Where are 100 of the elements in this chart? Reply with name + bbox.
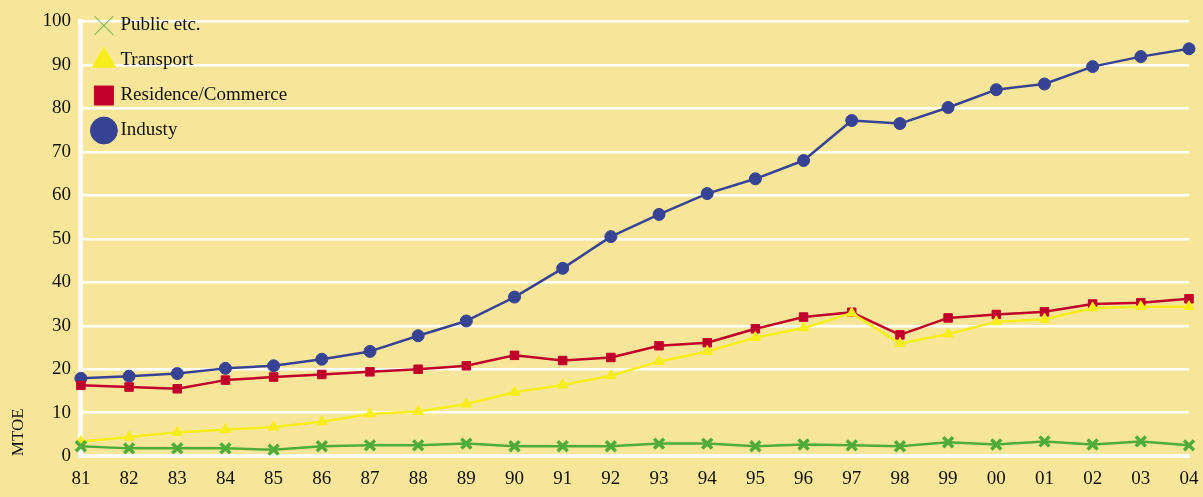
y-tick-label: 40: [51, 270, 71, 292]
point: [1086, 60, 1100, 74]
x-tick-label: 93: [649, 466, 669, 488]
x-tick-label: 92: [601, 466, 621, 488]
x-tick-label: 99: [938, 466, 958, 488]
point: [941, 100, 955, 114]
point: [895, 330, 905, 340]
point: [172, 384, 182, 394]
point: [411, 329, 425, 343]
x-tick-label: 01: [1034, 466, 1054, 488]
point: [750, 324, 761, 334]
point: [1182, 438, 1196, 453]
point: [317, 369, 327, 380]
x-tick-label: 03: [1131, 466, 1151, 488]
point: [1037, 77, 1051, 91]
x-tick-label: 00: [986, 466, 1006, 488]
point: [1183, 300, 1195, 311]
point: [460, 397, 473, 408]
point: [170, 441, 184, 456]
point: [702, 337, 712, 348]
point: [652, 207, 666, 221]
point: [411, 438, 425, 453]
point: [604, 230, 618, 244]
point: [509, 350, 520, 361]
x-tick-label: 87: [360, 466, 380, 488]
point: [124, 382, 134, 392]
point: [220, 375, 231, 385]
x-tick-label: 86: [312, 466, 332, 488]
point: [316, 415, 328, 426]
x-tick-label: 82: [119, 466, 139, 488]
y-tick-label: 10: [51, 400, 71, 422]
x-tick-label: 88: [408, 466, 428, 488]
point: [267, 359, 281, 373]
point: [219, 423, 232, 434]
point: [365, 367, 375, 377]
x-tick-label: 83: [167, 466, 187, 488]
point: [700, 187, 714, 201]
point: [555, 439, 570, 453]
point: [942, 327, 954, 338]
point: [364, 407, 376, 418]
point: [76, 380, 86, 391]
point: [700, 436, 714, 451]
point: [1134, 434, 1148, 449]
point: [893, 439, 907, 453]
y-tick-label: 80: [51, 96, 71, 118]
point: [701, 344, 713, 355]
y-axis-title: MTOE: [7, 408, 27, 457]
legend-label: Residence/Commerce: [120, 83, 288, 105]
point: [556, 261, 570, 275]
point: [990, 315, 1002, 326]
point: [122, 369, 136, 383]
x-tick-label: 91: [553, 466, 573, 488]
x-tick-label: 97: [842, 466, 862, 488]
point: [798, 312, 809, 322]
point: [413, 364, 423, 374]
point: [845, 114, 859, 128]
point: [845, 438, 859, 453]
point: [170, 367, 184, 381]
x-tick-label: 96: [794, 466, 814, 488]
point: [122, 441, 136, 456]
x-tick-label: 98: [890, 466, 910, 488]
x-tick-label: 85: [264, 466, 284, 488]
x-tick-label: 89: [456, 466, 476, 488]
point: [218, 361, 232, 375]
point: [508, 385, 521, 396]
point: [267, 420, 280, 431]
y-tick-label: 100: [42, 9, 71, 31]
x-tick-label: 04: [1179, 466, 1199, 488]
point: [797, 321, 810, 332]
point: [653, 354, 665, 365]
point: [605, 369, 617, 380]
legend-label: Public etc.: [120, 13, 201, 35]
point: [941, 435, 955, 449]
x-tick-label: 94: [697, 466, 718, 488]
point: [989, 83, 1003, 97]
y-tick-label: 70: [51, 139, 71, 161]
point: [266, 442, 281, 457]
point: [797, 154, 811, 168]
point: [508, 290, 521, 304]
legend-label: Transport: [120, 48, 195, 70]
point: [1134, 50, 1148, 64]
point: [1085, 437, 1100, 452]
point: [748, 172, 762, 186]
point: [749, 331, 762, 341]
y-tick-label: 90: [51, 52, 71, 74]
point: [461, 361, 472, 371]
x-tick-label: 95: [745, 466, 765, 488]
point: [989, 437, 1003, 452]
point: [123, 430, 135, 441]
point: [171, 425, 183, 436]
point: [218, 441, 233, 456]
point: [604, 439, 618, 453]
y-tick-label: 0: [61, 444, 71, 466]
point: [654, 341, 664, 351]
point: [315, 439, 329, 453]
y-tick-label: 30: [51, 313, 71, 335]
x-tick-label: 90: [505, 466, 524, 488]
point: [894, 337, 906, 348]
point: [412, 404, 424, 415]
point: [507, 439, 522, 453]
